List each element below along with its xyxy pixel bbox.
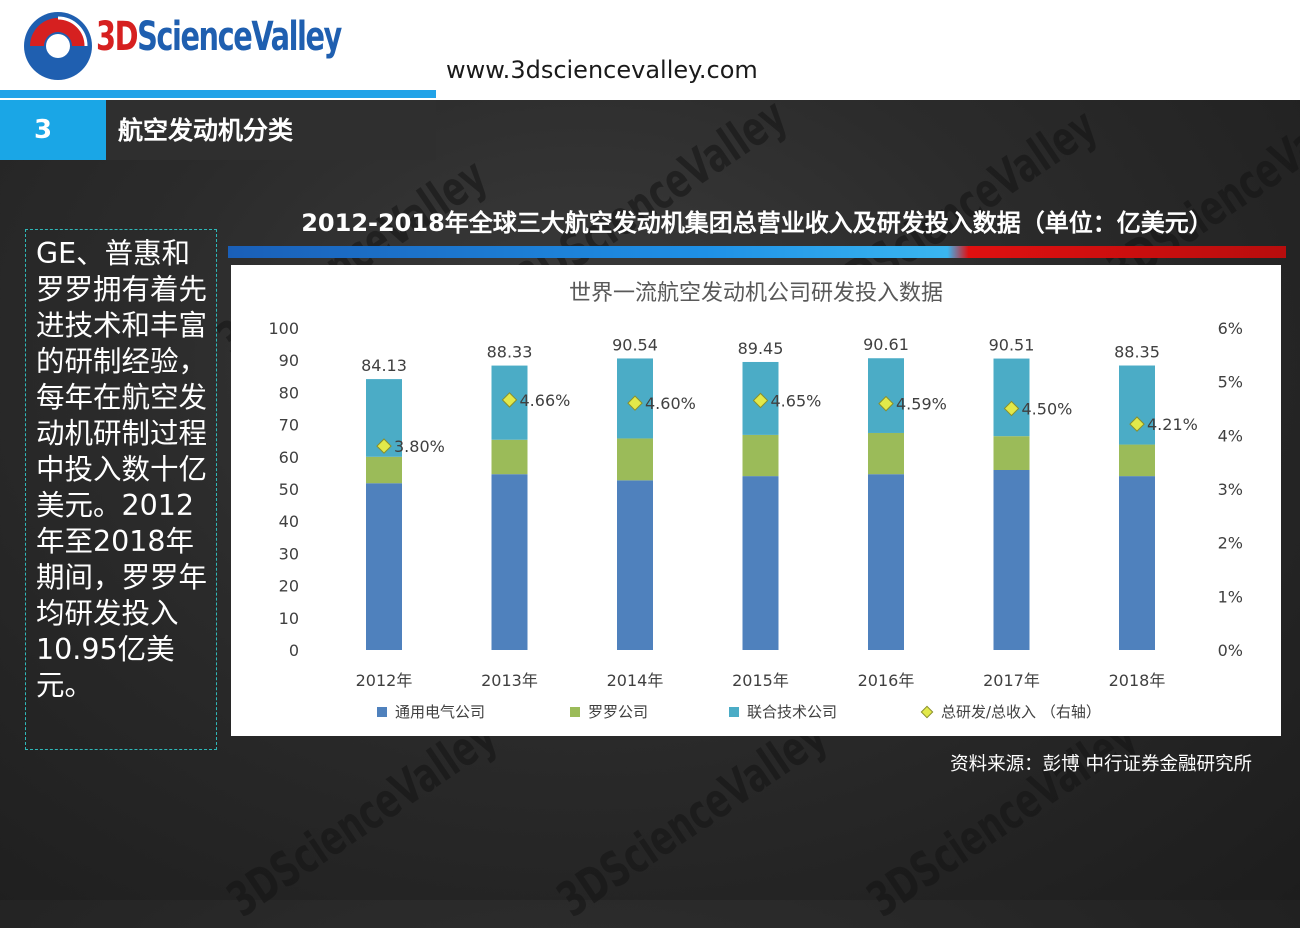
legend-label: 联合技术公司 [747, 703, 837, 721]
bar-ge [366, 483, 402, 650]
legend-swatch-diamond [920, 705, 934, 719]
bar-total-label: 90.51 [989, 336, 1035, 355]
bar-rr [491, 439, 528, 475]
source-note: 资料来源：彭博 中行证券金融研究所 [950, 754, 1252, 775]
ratio-marker [376, 438, 392, 454]
rd-investment-chart: 世界一流航空发动机公司研发投入数据 0 10 20 30 40 50 60 70 80 90 100… [268, 281, 1243, 721]
logo-swirl-icon [24, 12, 92, 80]
chart-heading: 2012-2018年全球三大航空发动机集团总营业收入及研发投入数据（单位：亿美元… [301, 209, 1213, 237]
bar-rr [366, 456, 402, 484]
watermark: 3DScienceValley [547, 707, 837, 928]
y-right-tick-label: 3% [1218, 480, 1243, 499]
header-bar: 3DScienceValley www.3dsciencevalley.com [0, 0, 1300, 100]
y-left-tick-label: 90 [279, 351, 299, 370]
bar-total-label: 89.45 [738, 339, 784, 358]
bar-rr [617, 438, 653, 481]
y-left-tick-label: 40 [279, 512, 299, 531]
y-right-tick-label: 6% [1218, 319, 1243, 338]
y-left-tick-label: 100 [268, 319, 299, 338]
bar-utc [993, 358, 1030, 437]
y-left-tick-label: 80 [279, 383, 299, 402]
bar-rr [742, 434, 779, 477]
legend-swatch [570, 707, 580, 717]
section-title: 航空发动机分类 [106, 100, 436, 160]
x-tick-label: 2013年 [481, 671, 538, 690]
ratio-marker [878, 395, 894, 412]
chart-panel: 世界一流航空发动机公司研发投入数据 0 10 20 30 40 50 60 70 80 90 100… [231, 265, 1281, 736]
watermark: 3DScienceValley [217, 707, 507, 928]
x-tick-label: 2014年 [607, 671, 664, 690]
y-left-tick-label: 70 [279, 416, 299, 435]
ratio-marker [1003, 400, 1020, 417]
y-right-tick-label: 5% [1218, 373, 1243, 392]
legend-swatch [729, 707, 739, 717]
y-left-tick-label: 50 [279, 480, 299, 499]
bar-ge [617, 480, 653, 650]
y-left-tick-label: 20 [279, 577, 299, 596]
section-number: 3 [0, 100, 106, 160]
bar-rr [1119, 444, 1155, 477]
bar-total-label: 90.54 [612, 335, 658, 354]
ratio-marker [501, 392, 518, 408]
bar-ge [742, 476, 779, 650]
bar-total-label: 90.61 [863, 335, 909, 354]
x-tick-label: 2017年 [983, 671, 1040, 690]
ratio-label: 4.50% [1022, 400, 1073, 419]
ratio-label: 4.60% [645, 394, 696, 413]
site-url: www.3dsciencevalley.com [446, 56, 758, 84]
logo-text: 3DScienceValley [96, 14, 342, 60]
bar-total-label: 88.35 [1114, 343, 1160, 362]
legend-swatch [377, 707, 387, 717]
ratio-label: 3.80% [394, 437, 445, 456]
ratio-label: 4.66% [520, 391, 571, 410]
y-left-tick-label: 0 [289, 641, 299, 660]
bar-ge [491, 474, 528, 650]
y-right-tick-label: 0% [1218, 641, 1243, 660]
x-tick-label: 2012年 [356, 671, 413, 690]
ratio-marker [1129, 416, 1145, 432]
y-right-tick-label: 1% [1218, 587, 1243, 606]
y-left-tick-label: 30 [279, 544, 299, 563]
legend-label: 罗罗公司 [588, 703, 648, 721]
ratio-marker [752, 392, 769, 409]
legend-label: 通用电气公司 [395, 703, 485, 721]
bar-ge [1119, 476, 1155, 650]
y-left-tick-label: 60 [279, 448, 299, 467]
bar-rr [993, 436, 1030, 471]
x-tick-label: 2015年 [732, 671, 789, 690]
ratio-label: 4.65% [771, 391, 822, 410]
ratio-label: 4.59% [896, 395, 947, 414]
bar-rr [868, 432, 904, 475]
bar-total-label: 84.13 [361, 356, 407, 375]
bar-ge [993, 470, 1030, 650]
watermark: 3DScienceValley [857, 707, 1147, 928]
side-text-box: GE、普惠和罗罗拥有着先进技术和丰富的研制经验，每年在航空发动机研制过程中投入数… [25, 229, 217, 750]
chart-title: 世界一流航空发动机公司研发投入数据 [569, 281, 943, 306]
ratio-label: 4.21% [1147, 415, 1198, 434]
bar-ge [868, 474, 904, 650]
x-tick-label: 2016年 [858, 671, 915, 690]
bar-utc [868, 358, 904, 433]
bar-total-label: 88.33 [487, 343, 533, 362]
heading-gradient-bar [228, 246, 1286, 258]
y-left-tick-label: 10 [279, 609, 299, 628]
y-right-tick-label: 2% [1218, 534, 1243, 553]
y-right-tick-label: 4% [1218, 426, 1243, 445]
ratio-marker [627, 395, 643, 411]
legend-label: 总研发/总收入 （右轴） [941, 703, 1101, 721]
x-tick-label: 2018年 [1109, 671, 1166, 690]
header-underline [0, 90, 436, 98]
